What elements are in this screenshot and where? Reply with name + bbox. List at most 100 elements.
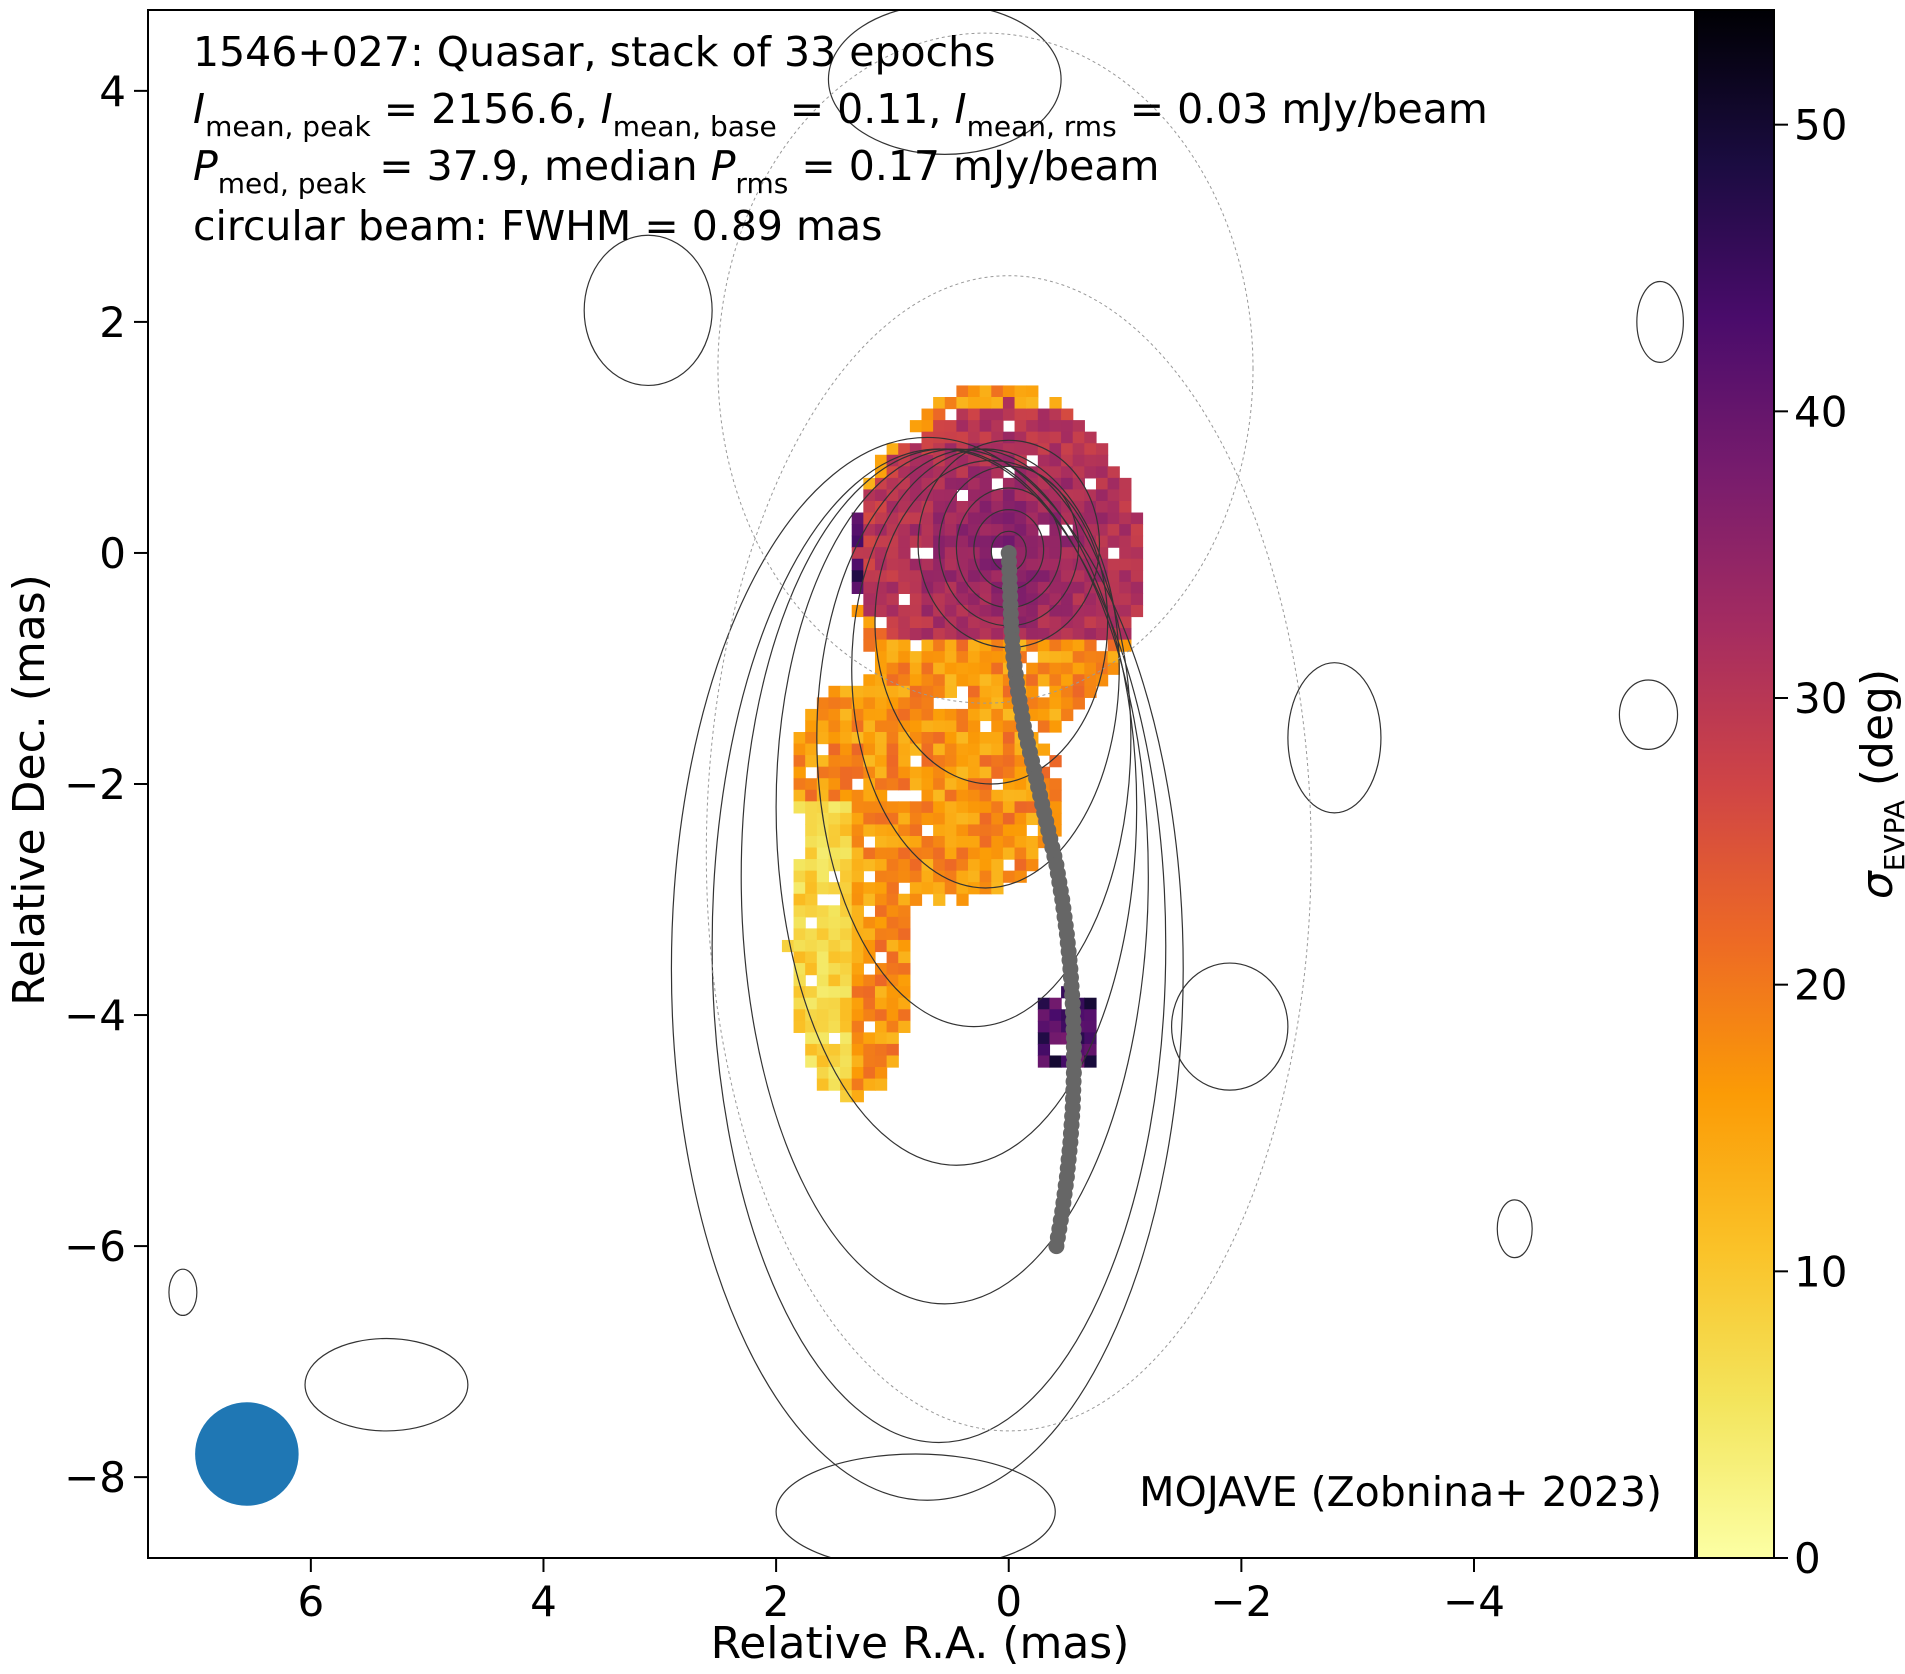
heatmap-pixel <box>921 512 934 525</box>
sigma-symbol: σ <box>1852 870 1903 899</box>
heatmap-pixel <box>956 824 969 837</box>
heatmap-pixel <box>863 997 876 1010</box>
heatmap-pixel <box>898 847 911 860</box>
contour-island <box>1636 280 1684 363</box>
heatmap-pixel <box>828 766 841 779</box>
heatmap-pixel <box>956 581 969 594</box>
heatmap-pixel <box>828 685 841 698</box>
heatmap-pixel <box>909 847 923 860</box>
heatmap-pixel <box>944 732 957 745</box>
heatmap-pixel <box>863 685 876 698</box>
heatmap-pixel <box>886 743 899 756</box>
heatmap-pixel <box>979 859 992 872</box>
heatmap-pixel <box>828 963 841 976</box>
heatmap-pixel <box>851 882 864 895</box>
heatmap-pixel <box>1107 604 1120 618</box>
heatmap-pixel <box>909 685 923 698</box>
heatmap-pixel <box>968 581 981 594</box>
heatmap-pixel <box>874 1009 888 1022</box>
heatmap-pixel <box>921 743 934 756</box>
heatmap-pixel <box>1002 500 1016 514</box>
heatmap-pixel <box>851 870 864 883</box>
contour-island <box>168 1268 198 1317</box>
heatmap-pixel <box>840 766 853 779</box>
heatmap-pixel <box>828 1009 841 1022</box>
heatmap-pixel <box>863 674 876 687</box>
i-symbol: I <box>954 85 966 133</box>
heatmap-pixel <box>793 789 806 802</box>
info-text-part: = 0.11, <box>777 85 955 133</box>
heatmap-pixel <box>898 708 911 722</box>
heatmap-pixel <box>944 547 957 560</box>
p-subscript: rms <box>735 167 788 200</box>
heatmap-pixel <box>1026 431 1039 444</box>
heatmap-pixel <box>1002 431 1016 444</box>
heatmap-pixel <box>851 604 864 618</box>
heatmap-pixel <box>921 697 934 710</box>
sigma-subscript: EVPA <box>1878 800 1905 871</box>
heatmap-pixel <box>805 893 818 906</box>
heatmap-pixel <box>944 570 957 583</box>
heatmap-pixel <box>921 570 934 583</box>
heatmap-pixel <box>944 882 957 895</box>
heatmap-pixel <box>816 859 830 872</box>
heatmap-pixel <box>1037 570 1051 583</box>
heatmap-pixel <box>816 766 830 779</box>
heatmap-pixel <box>1061 662 1074 675</box>
heatmap-pixel <box>851 812 864 826</box>
heatmap-pixel <box>898 443 911 456</box>
heatmap-pixel <box>828 997 841 1010</box>
heatmap-pixel <box>1014 385 1027 398</box>
heatmap-pixel <box>1014 512 1027 525</box>
heatmap-pixel <box>933 732 946 745</box>
heatmap-pixel <box>1095 477 1109 491</box>
heatmap-pixel <box>944 662 957 675</box>
heatmap-pixel <box>921 732 934 745</box>
heatmap-pixel <box>898 604 911 618</box>
heatmap-pixel <box>816 824 830 837</box>
heatmap-pixel <box>1002 835 1016 849</box>
heatmap-pixel <box>874 743 888 756</box>
contour-island <box>304 1337 469 1432</box>
heatmap-pixel <box>1026 859 1039 872</box>
heatmap-pixel <box>1107 524 1120 537</box>
heatmap-pixel <box>1037 1055 1051 1068</box>
heatmap-pixel <box>886 882 899 895</box>
heatmap-pixel <box>968 720 981 733</box>
heatmap-pixel <box>898 905 911 918</box>
heatmap-pixel <box>979 824 992 837</box>
heatmap-pixel <box>828 1067 841 1080</box>
colorbar-tick-label: 30 <box>1794 674 1847 723</box>
x-tick-label: 6 <box>297 1577 324 1626</box>
heatmap-pixel <box>991 512 1004 525</box>
heatmap-pixel <box>886 1055 899 1068</box>
heatmap-pixel <box>956 431 969 444</box>
heatmap-pixel <box>1002 477 1016 491</box>
heatmap-pixel <box>991 789 1004 802</box>
heatmap-pixel <box>1061 639 1074 652</box>
heatmap-pixel <box>909 420 923 433</box>
heatmap-pixel <box>1026 420 1039 433</box>
heatmap-pixel <box>1014 443 1027 456</box>
heatmap-pixel <box>921 847 934 860</box>
heatmap-pixel <box>933 755 946 768</box>
heatmap-pixel <box>1014 835 1027 849</box>
heatmap-pixel <box>898 939 911 953</box>
heatmap-pixel <box>863 593 876 606</box>
heatmap-pixel <box>1049 581 1062 594</box>
heatmap-pixel <box>921 408 934 421</box>
heatmap-pixel <box>944 420 957 433</box>
heatmap-pixel <box>1107 558 1120 571</box>
heatmap-pixel <box>793 1020 806 1033</box>
heatmap-pixel <box>805 720 818 733</box>
heatmap-pixel <box>956 743 969 756</box>
heatmap-pixel <box>886 662 899 675</box>
heatmap-pixel <box>851 535 864 548</box>
heatmap-pixel <box>874 1020 888 1033</box>
heatmap-pixel <box>805 870 818 883</box>
heatmap-pixel <box>1061 466 1074 479</box>
colorbar-tick-label: 50 <box>1794 101 1847 150</box>
heatmap-pixel <box>1084 454 1097 467</box>
heatmap-pixel <box>979 789 992 802</box>
heatmap-pixel <box>956 639 969 652</box>
